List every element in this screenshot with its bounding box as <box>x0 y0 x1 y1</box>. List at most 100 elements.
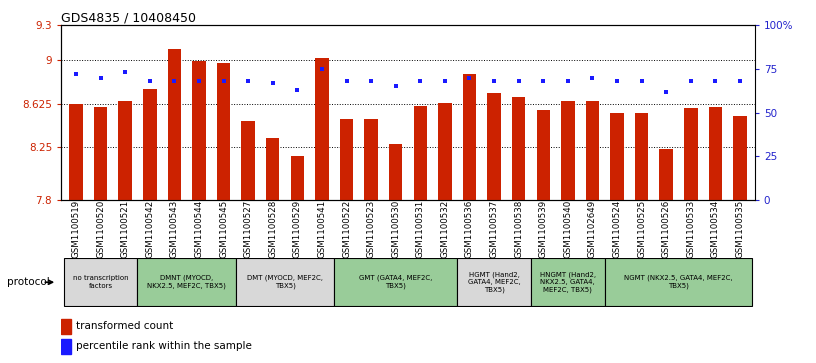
Point <box>709 78 722 84</box>
Bar <box>118 101 132 200</box>
Point <box>561 78 574 84</box>
Bar <box>167 49 181 200</box>
Text: GSM1100521: GSM1100521 <box>121 200 130 258</box>
Text: GSM1100540: GSM1100540 <box>563 200 572 258</box>
Bar <box>315 58 329 200</box>
Point <box>389 83 402 89</box>
Bar <box>536 110 550 200</box>
Text: GSM1100543: GSM1100543 <box>170 200 179 258</box>
Bar <box>708 107 722 200</box>
Point <box>512 78 526 84</box>
Point <box>414 78 427 84</box>
Text: GSM1102649: GSM1102649 <box>588 200 597 258</box>
Bar <box>266 138 280 200</box>
Bar <box>684 108 698 200</box>
Point <box>659 89 672 94</box>
Bar <box>457 258 531 306</box>
Text: GDS4835 / 10408450: GDS4835 / 10408450 <box>61 11 196 24</box>
Bar <box>335 258 457 306</box>
Bar <box>236 258 335 306</box>
Point <box>586 75 599 81</box>
Point <box>610 78 623 84</box>
Text: GSM1100536: GSM1100536 <box>465 200 474 258</box>
Bar <box>734 116 747 200</box>
Point <box>635 78 648 84</box>
Text: GSM1100541: GSM1100541 <box>317 200 326 258</box>
Point <box>118 70 131 76</box>
Point <box>290 87 304 93</box>
Text: GSM1100526: GSM1100526 <box>662 200 671 258</box>
Point <box>734 78 747 84</box>
Bar <box>635 113 649 200</box>
Text: GSM1100523: GSM1100523 <box>366 200 375 258</box>
Text: GSM1100525: GSM1100525 <box>637 200 646 258</box>
Bar <box>414 106 427 200</box>
Point <box>365 78 378 84</box>
Bar <box>659 148 673 200</box>
Point <box>94 75 107 81</box>
Text: GSM1100542: GSM1100542 <box>145 200 154 258</box>
Text: percentile rank within the sample: percentile rank within the sample <box>76 341 252 351</box>
Point <box>168 78 181 84</box>
Text: GSM1100529: GSM1100529 <box>293 200 302 258</box>
Bar <box>438 103 452 200</box>
Point <box>685 78 698 84</box>
Text: HGMT (Hand2,
GATA4, MEF2C,
TBX5): HGMT (Hand2, GATA4, MEF2C, TBX5) <box>468 271 521 293</box>
Bar <box>61 339 71 354</box>
Point <box>487 78 500 84</box>
Bar <box>605 258 752 306</box>
Bar <box>69 104 82 200</box>
Point <box>242 78 255 84</box>
Text: GSM1100534: GSM1100534 <box>711 200 720 258</box>
Bar <box>64 258 137 306</box>
Text: GSM1100533: GSM1100533 <box>686 200 695 258</box>
Text: GSM1100545: GSM1100545 <box>219 200 228 258</box>
Bar <box>586 101 599 200</box>
Bar <box>561 101 574 200</box>
Point <box>316 66 329 72</box>
Text: GSM1100519: GSM1100519 <box>72 200 81 258</box>
Bar <box>242 121 255 200</box>
Bar <box>610 113 623 200</box>
Text: GSM1100538: GSM1100538 <box>514 200 523 258</box>
Bar <box>143 89 157 200</box>
Bar <box>217 62 230 200</box>
Text: GSM1100520: GSM1100520 <box>96 200 105 258</box>
Text: GMT (GATA4, MEF2C,
TBX5): GMT (GATA4, MEF2C, TBX5) <box>359 275 432 289</box>
Text: GSM1100524: GSM1100524 <box>613 200 622 258</box>
Bar <box>193 61 206 200</box>
Text: DMT (MYOCD, MEF2C,
TBX5): DMT (MYOCD, MEF2C, TBX5) <box>247 275 323 289</box>
Bar <box>487 93 501 200</box>
Text: transformed count: transformed count <box>76 321 173 331</box>
Point <box>340 78 353 84</box>
Text: GSM1100530: GSM1100530 <box>391 200 400 258</box>
Bar <box>389 144 402 200</box>
Point <box>144 78 157 84</box>
Point <box>266 80 279 86</box>
Bar <box>137 258 236 306</box>
Text: GSM1100522: GSM1100522 <box>342 200 351 258</box>
Text: GSM1100535: GSM1100535 <box>735 200 744 258</box>
Bar <box>364 119 378 200</box>
Point <box>69 71 82 77</box>
Bar <box>94 107 108 200</box>
Point <box>463 75 476 81</box>
Text: protocol: protocol <box>7 277 49 287</box>
Text: HNGMT (Hand2,
NKX2.5, GATA4,
MEF2C, TBX5): HNGMT (Hand2, NKX2.5, GATA4, MEF2C, TBX5… <box>540 271 596 293</box>
Text: GSM1100531: GSM1100531 <box>416 200 425 258</box>
Text: GSM1100532: GSM1100532 <box>441 200 450 258</box>
Bar <box>61 319 71 334</box>
Text: GSM1100544: GSM1100544 <box>194 200 203 258</box>
Text: GSM1100539: GSM1100539 <box>539 200 548 258</box>
Point <box>193 78 206 84</box>
Bar <box>463 74 477 200</box>
Bar <box>290 155 304 200</box>
Text: GSM1100527: GSM1100527 <box>244 200 253 258</box>
Text: DMNT (MYOCD,
NKX2.5, MEF2C, TBX5): DMNT (MYOCD, NKX2.5, MEF2C, TBX5) <box>147 275 226 289</box>
Text: no transcription
factors: no transcription factors <box>73 276 128 289</box>
Text: GSM1100528: GSM1100528 <box>268 200 277 258</box>
Bar <box>512 97 526 200</box>
Text: NGMT (NKX2.5, GATA4, MEF2C,
TBX5): NGMT (NKX2.5, GATA4, MEF2C, TBX5) <box>624 275 733 289</box>
Bar <box>339 119 353 200</box>
Bar <box>531 258 605 306</box>
